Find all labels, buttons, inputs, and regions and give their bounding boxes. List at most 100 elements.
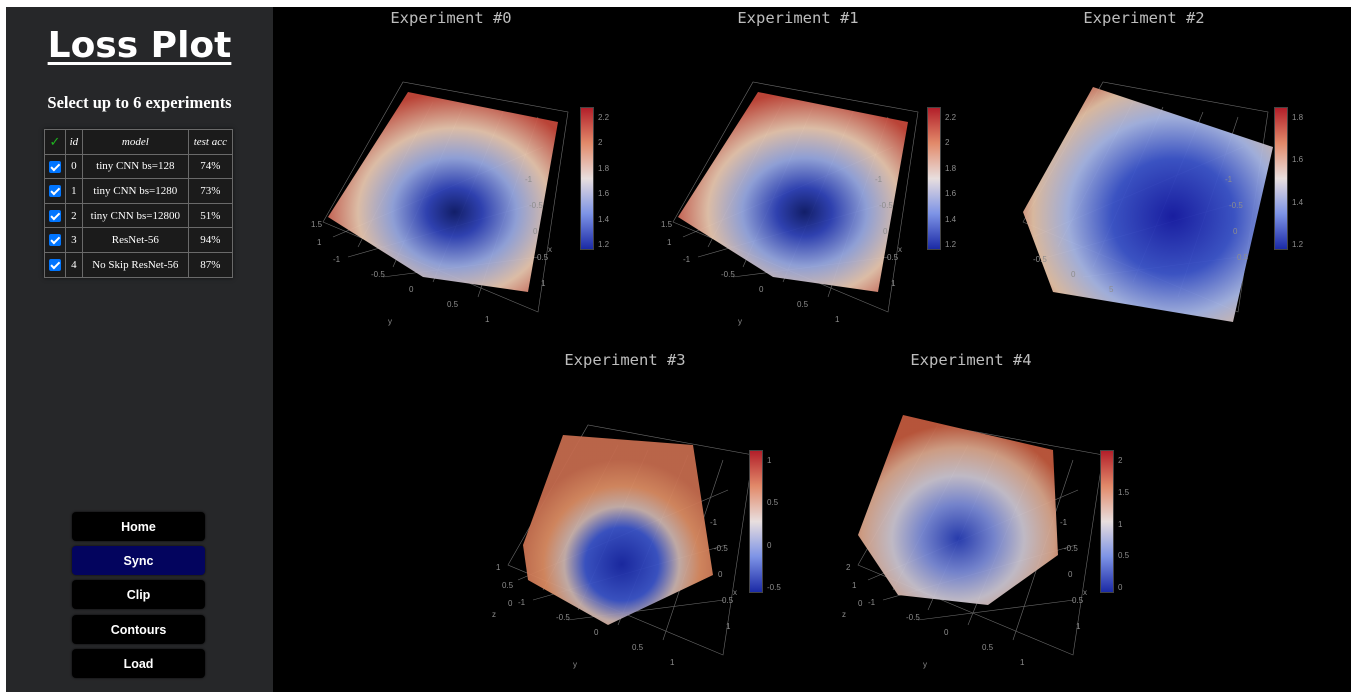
experiment-checkbox[interactable]	[48, 185, 61, 198]
colorbar-tick-label: 1.4	[945, 214, 957, 224]
checkmark-header: ✓	[44, 129, 66, 155]
experiment-checkbox[interactable]	[48, 160, 61, 173]
x-tick-label: 1	[541, 279, 546, 288]
x-tick-label: 1	[891, 279, 896, 288]
colorbar-tick-label: 1.8	[945, 163, 957, 173]
x-tick-label: 0	[1068, 570, 1073, 579]
y-axis-title: y	[573, 660, 577, 669]
row-checkbox-cell[interactable]	[44, 251, 66, 278]
x-tick-label: -1	[875, 175, 883, 184]
row-id: 2	[64, 202, 83, 229]
colorbar-tick-label: 0.5	[767, 498, 779, 508]
y-tick-label: 0.5	[447, 300, 459, 309]
z-tick-label: 0.5	[502, 581, 514, 590]
x-tick-label: 0	[718, 570, 723, 579]
colorbar	[749, 450, 763, 593]
colorbar-tick-label: 1.2	[598, 240, 610, 249]
x-tick-label: 1	[1076, 622, 1081, 631]
table-row[interactable]: 0 tiny CNN bs=128 74%	[44, 153, 234, 180]
colorbar-tick-label: 1.5	[1118, 487, 1130, 497]
contours-button[interactable]: Contours	[72, 615, 205, 644]
plot-title: Experiment #3	[564, 351, 686, 369]
experiment-checkbox[interactable]	[48, 209, 61, 222]
row-model: tiny CNN bs=128	[81, 153, 189, 180]
app-title: Loss Plot	[47, 25, 232, 66]
colorbar-tick-label: 1.6	[945, 189, 957, 199]
load-button[interactable]: Load	[72, 649, 205, 678]
colorbar-tick-label: 1.2	[1292, 240, 1304, 249]
y-tick-label: -0.5	[1033, 255, 1047, 264]
colorbar	[1274, 107, 1288, 250]
table-row[interactable]: 1 tiny CNN bs=1280 73%	[44, 178, 234, 204]
colorbar-tick-label: 1	[1118, 519, 1123, 529]
plot-area: Experiment #0 -1 -0.5 0 0.5 1 -1 -0.5 0 0.5 1 1.5 1 x…	[273, 7, 1351, 692]
colorbar-tick-label: 1.8	[1292, 113, 1304, 122]
y-tick-label: -1	[518, 598, 526, 607]
model-header: model	[81, 129, 189, 155]
experiment-checkbox[interactable]	[48, 234, 61, 247]
clip-button[interactable]: Clip	[72, 580, 205, 609]
loss-surface	[678, 92, 908, 292]
y-tick-label: 0	[944, 628, 949, 637]
x-axis-title: x	[548, 245, 552, 254]
colorbar-tick-label: 2.2	[598, 113, 610, 122]
colorbar-tick-label: 1.4	[598, 214, 610, 224]
loss-surface	[1023, 87, 1273, 322]
colorbar-tick-label: 0	[1118, 583, 1123, 592]
y-tick-label: 1	[670, 658, 675, 667]
y-tick-label: 5	[1109, 285, 1114, 294]
y-tick-label: 0.5	[982, 643, 994, 652]
loss-surface-3d[interactable]: -1 -0.5 0 0.5 -0.5 0 5	[1003, 62, 1283, 332]
plot-title: Experiment #0	[390, 9, 512, 27]
sync-button[interactable]: Sync	[72, 546, 205, 575]
y-tick-label: -0.5	[371, 270, 385, 279]
x-tick-label: -0.5	[1064, 544, 1078, 553]
row-id: 4	[64, 251, 83, 278]
experiment-checkbox[interactable]	[48, 259, 61, 271]
row-model: ResNet-56	[81, 227, 189, 253]
row-checkbox-cell[interactable]	[44, 153, 66, 180]
row-checkbox-cell[interactable]	[44, 178, 66, 204]
row-test-acc: 94%	[187, 227, 234, 253]
row-test-acc: 87%	[187, 251, 234, 278]
home-button[interactable]: Home	[72, 512, 205, 541]
y-tick-label: 0	[1071, 270, 1076, 279]
z-tick-label: 1	[496, 563, 501, 572]
z-tick-label: 2	[846, 563, 851, 572]
table-header-row: ✓ id model test acc	[44, 129, 234, 155]
table-row[interactable]: 4 No Skip ResNet-56 87%	[44, 251, 234, 278]
z-tick-label: 0	[858, 599, 863, 608]
x-tick-label: 0	[533, 227, 538, 236]
x-tick-label: 0.5	[887, 253, 899, 262]
z-tick-label: 1	[317, 238, 322, 247]
table-row[interactable]: 2 tiny CNN bs=12800 51%	[44, 202, 234, 229]
loss-surface	[328, 92, 558, 292]
z-axis-title: z	[842, 610, 846, 619]
y-tick-label: 0.5	[797, 300, 809, 309]
z-tick-label: 1.5	[311, 220, 323, 229]
x-tick-label: -0.5	[529, 201, 543, 210]
table-row[interactable]: 3 ResNet-56 94%	[44, 227, 234, 253]
plot-title: Experiment #4	[910, 351, 1032, 369]
sidebar: Loss Plot Select up to 6 experiments ✓ i…	[6, 7, 273, 692]
row-test-acc: 74%	[187, 153, 234, 180]
row-checkbox-cell[interactable]	[44, 202, 66, 229]
x-tick-label: -1	[710, 518, 718, 527]
x-axis-title: x	[733, 588, 737, 597]
y-axis-title: y	[738, 317, 742, 326]
loss-surface-3d[interactable]: -1 -0.5 0 0.5 1 -1 -0.5 0 0.5 1 1.5 1 x y	[653, 62, 933, 332]
row-model: No Skip ResNet-56	[81, 251, 189, 278]
z-tick-label: 1	[852, 581, 857, 590]
z-tick-label: 0	[508, 599, 513, 608]
loss-surface-3d[interactable]: -1 -0.5 0 0.5 1 -1 -0.5 0 0.5 1 1.5 1 x y	[303, 62, 583, 332]
row-id: 1	[64, 178, 83, 204]
row-test-acc: 73%	[187, 178, 234, 204]
row-id: 0	[64, 153, 83, 180]
select-heading: Select up to 6 experiments	[47, 93, 232, 112]
row-checkbox-cell[interactable]	[44, 227, 66, 253]
loss-surface	[858, 415, 1058, 605]
colorbar-tick-label: 0.5	[1118, 551, 1130, 561]
colorbar-tick-label: 2	[945, 138, 950, 148]
